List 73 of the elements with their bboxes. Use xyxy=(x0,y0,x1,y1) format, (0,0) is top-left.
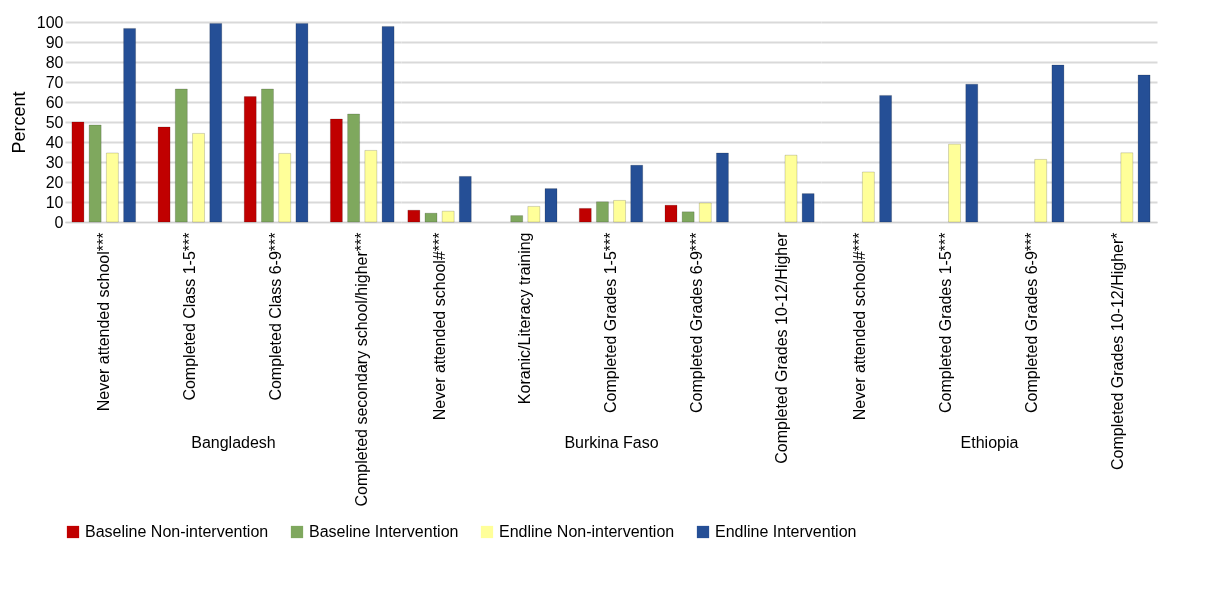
bar xyxy=(278,152,292,223)
y-axis-title: Percent xyxy=(8,91,29,154)
x-tick-label: Completed Grades 10-12/Higher* xyxy=(1109,232,1127,470)
bar xyxy=(157,126,171,223)
y-tick-label: 10 xyxy=(45,193,64,211)
bar xyxy=(801,193,815,223)
bar xyxy=(630,164,644,223)
legend-label: Endline Non-intervention xyxy=(499,523,675,540)
x-tick-label: Completed Grades 1-5*** xyxy=(602,232,619,414)
bar xyxy=(123,27,137,223)
bar xyxy=(510,215,524,223)
x-tick-label: Completed Class 1-5*** xyxy=(180,232,198,401)
bar xyxy=(295,22,309,223)
y-tick-label: 90 xyxy=(45,33,64,51)
bar xyxy=(698,202,712,223)
legend-label: Baseline Non-intervention xyxy=(85,523,269,540)
bar xyxy=(1120,152,1134,223)
x-tick-label: Never attended school#*** xyxy=(430,232,448,421)
bar xyxy=(192,132,206,223)
y-tick-label: 40 xyxy=(45,133,64,151)
x-tick-label: Completed Grades 6-9*** xyxy=(687,232,705,414)
bar xyxy=(879,94,893,223)
bar xyxy=(613,199,627,223)
x-axis-title: Burkina Faso xyxy=(564,433,659,451)
x-tick-label: Completed Grades 1-5*** xyxy=(936,232,954,414)
bar xyxy=(243,96,257,223)
bar xyxy=(174,88,188,223)
bar xyxy=(664,204,678,223)
bar xyxy=(105,152,119,223)
bar xyxy=(441,210,455,223)
y-tick-label: 20 xyxy=(45,173,64,191)
bar xyxy=(1051,64,1065,223)
bar xyxy=(715,152,729,223)
bar xyxy=(578,207,592,223)
y-tick-label: 0 xyxy=(54,213,64,231)
bar xyxy=(364,149,378,223)
bar xyxy=(681,211,695,223)
y-tick-label: 70 xyxy=(45,73,64,91)
legend-label: Endline Intervention xyxy=(715,523,857,540)
y-tick-label: 100 xyxy=(36,13,64,31)
x-tick-label: Never attended school#*** xyxy=(850,232,868,421)
x-tick-label: Completed Grades 10-12/Higher xyxy=(773,231,791,464)
bar xyxy=(948,143,962,223)
bar xyxy=(458,175,472,223)
x-tick-label: Never attended school*** xyxy=(94,232,112,412)
bar xyxy=(329,118,343,223)
bar xyxy=(347,113,361,223)
bar xyxy=(71,121,85,223)
x-axis-title: Ethiopia xyxy=(960,433,1019,451)
bar xyxy=(88,124,102,223)
bar xyxy=(407,209,421,223)
x-axis-title: Bangladesh xyxy=(191,433,276,451)
y-tick-label: 30 xyxy=(45,153,64,171)
x-tick-label: Completed secondary school/higher*** xyxy=(353,232,371,507)
y-tick-label: 50 xyxy=(45,113,64,131)
x-tick-label: Completed Grades 6-9*** xyxy=(1023,232,1041,414)
bar xyxy=(424,212,438,223)
legend-label: Baseline Intervention xyxy=(309,523,459,540)
bar xyxy=(544,188,558,223)
x-tick-label: Completed Class 6-9*** xyxy=(267,232,285,401)
y-tick-label: 60 xyxy=(45,93,64,111)
bar xyxy=(209,22,223,223)
bar xyxy=(260,88,274,223)
bar xyxy=(784,154,798,223)
x-tick-label: Koranic/Literacy training xyxy=(516,232,534,405)
bar xyxy=(1034,158,1048,223)
bar xyxy=(965,83,979,223)
y-tick-label: 80 xyxy=(45,53,64,71)
bar xyxy=(527,205,541,223)
bar xyxy=(595,201,609,223)
bar xyxy=(1137,74,1151,223)
bar xyxy=(381,25,395,223)
bar xyxy=(861,171,875,223)
